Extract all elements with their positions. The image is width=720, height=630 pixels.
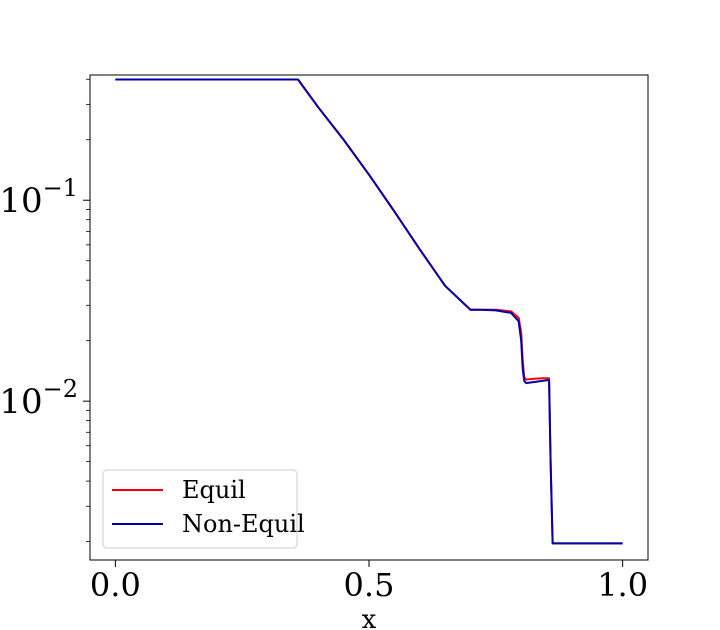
x-tick-label: 1.0 — [597, 566, 648, 604]
legend: Equil Non-Equil — [102, 469, 305, 549]
y-tick-label: 10−1 — [0, 174, 78, 221]
x-tick-label: 0.0 — [90, 566, 141, 604]
series-lines — [115, 78, 623, 545]
series-line-non-equil — [115, 78, 623, 545]
y-minor-ticks — [86, 78, 90, 543]
x-ticks: 0.0 0.5 1.0 — [90, 560, 648, 604]
x-tick-label: 0.5 — [344, 566, 395, 604]
y-major-ticks: 10−1 10−2 — [0, 174, 90, 422]
x-axis-label: x — [362, 605, 377, 630]
y-tick-label: 10−2 — [0, 375, 78, 422]
legend-label-non-equil: Non-Equil — [182, 510, 305, 538]
legend-label-equil: Equil — [182, 476, 246, 504]
